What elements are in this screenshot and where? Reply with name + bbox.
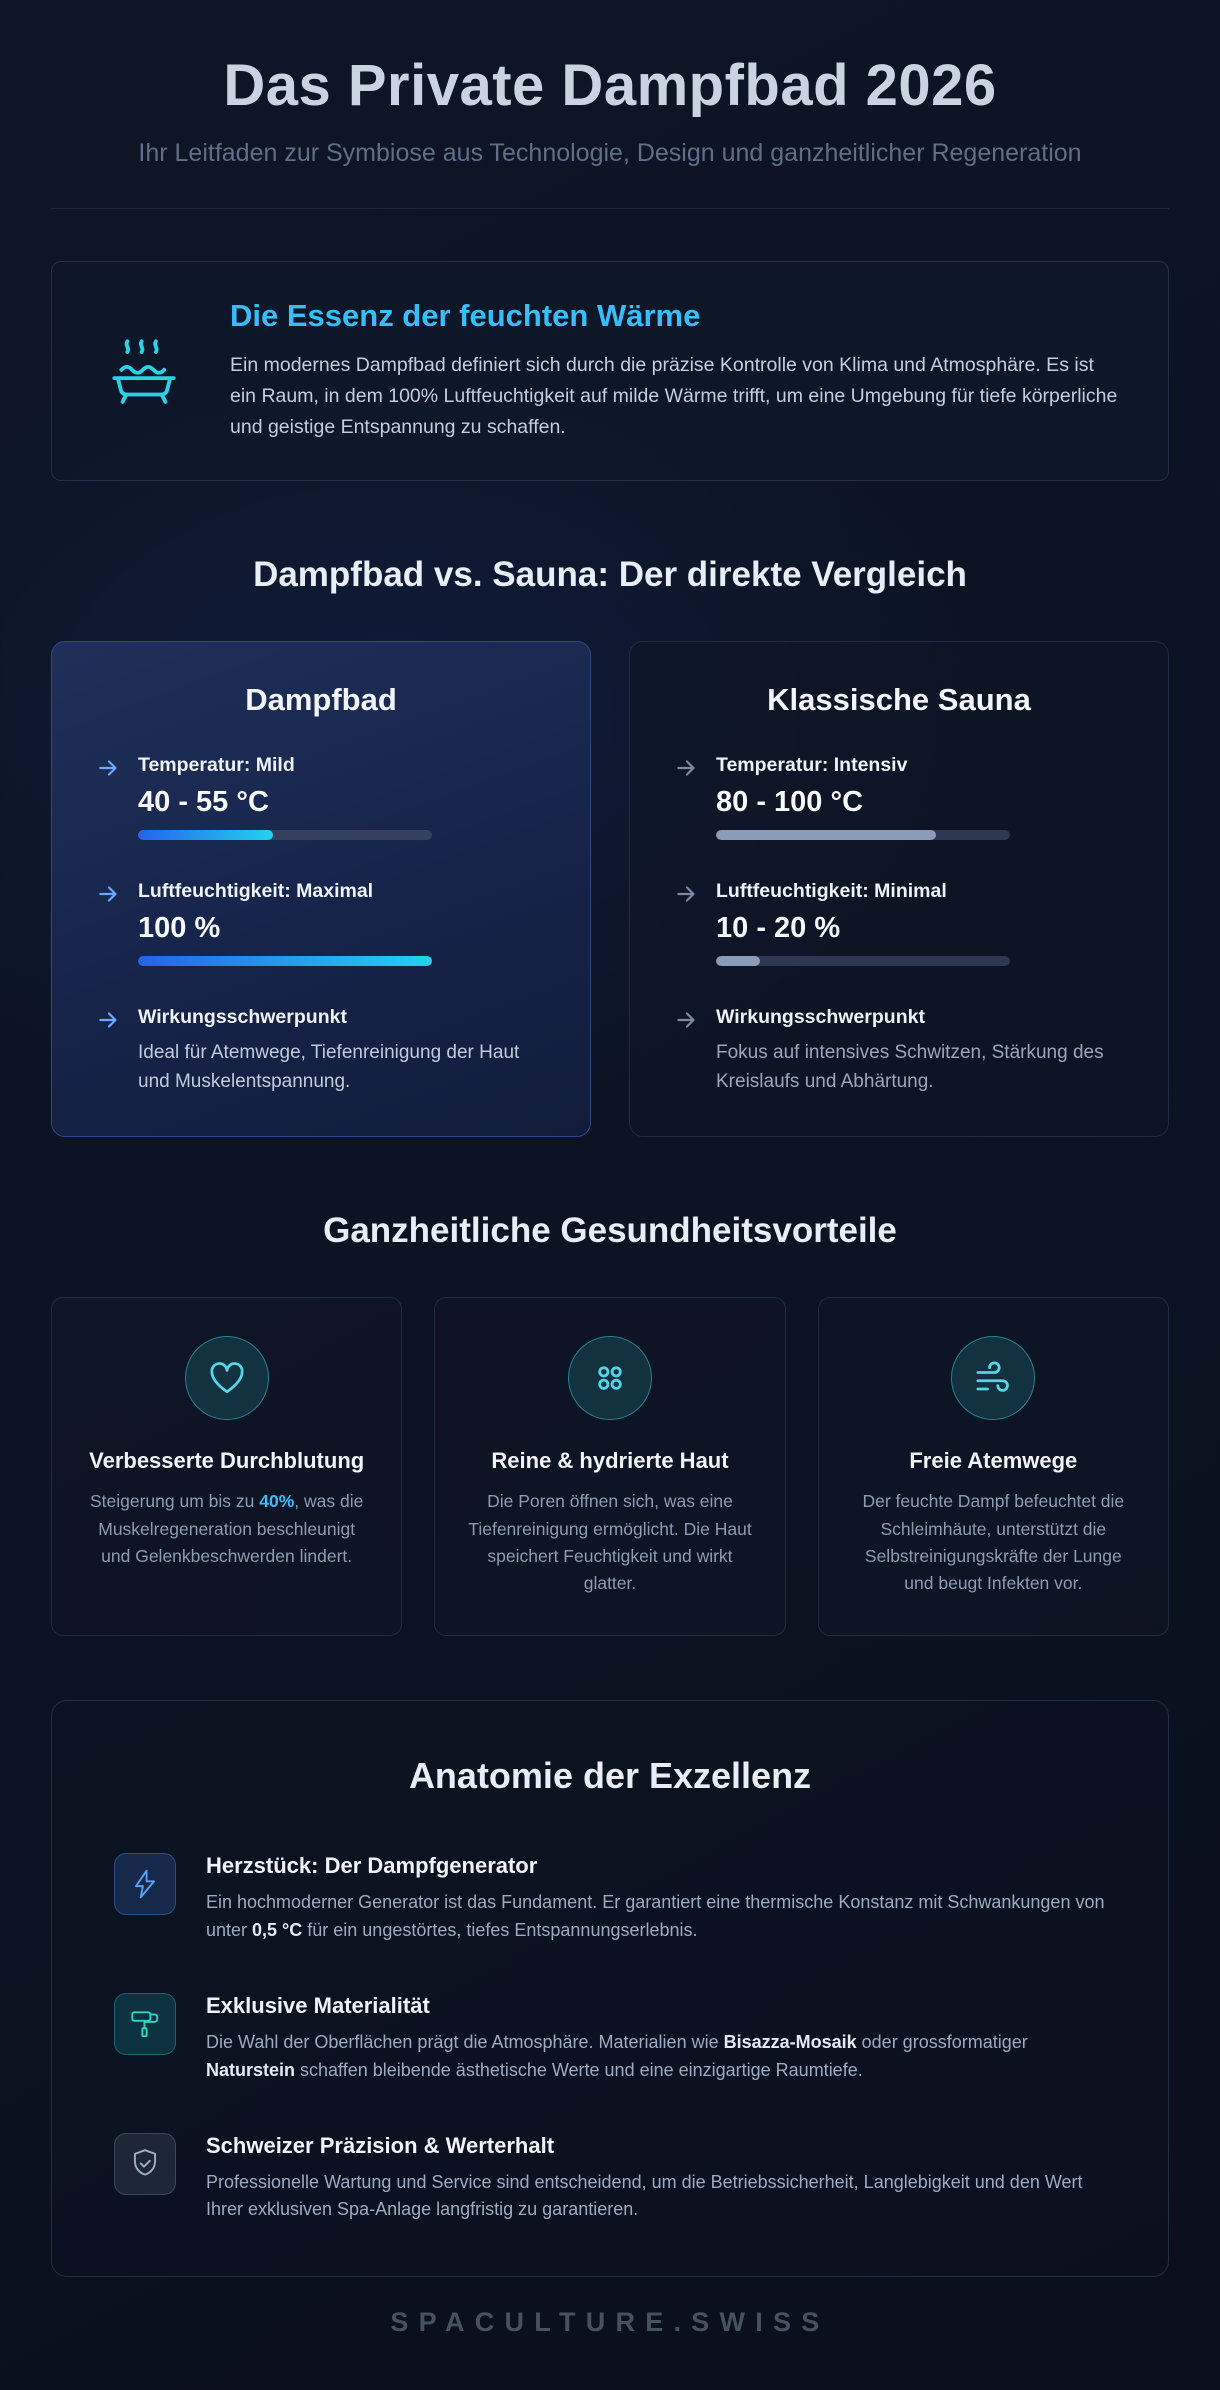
paint-roller-icon <box>114 1992 176 2055</box>
anatomy-item-service: Schweizer Präzision & Werterhalt Profess… <box>114 2132 1106 2225</box>
benefits-grid: Verbesserte Durchblutung Steigerung um b… <box>51 1297 1169 1636</box>
anatomy-item-title: Schweizer Präzision & Werterhalt <box>206 2132 555 2158</box>
humidity-label: Luftfeuchtigkeit: Minimal <box>716 879 947 902</box>
humidity-value: 100 % <box>138 911 221 944</box>
pores-icon <box>567 1336 652 1421</box>
intro-card: Die Essenz der feuchten Wärme Ein modern… <box>51 261 1169 481</box>
page-container: Das Private Dampfbad 2026 Ihr Leitfaden … <box>51 0 1169 2390</box>
page-subtitle: Ihr Leitfaden zur Symbiose aus Technolog… <box>138 139 1082 167</box>
header-divider <box>51 208 1169 209</box>
sauna-effect-row: Wirkungsschwerpunkt Fokus auf intensives… <box>674 1006 1124 1097</box>
arrow-right-icon <box>674 880 700 966</box>
humidity-bar <box>138 955 432 966</box>
dampfbad-effect-row: Wirkungsschwerpunkt Ideal für Atemwege, … <box>96 1006 546 1097</box>
anatomy-item-desc: Die Wahl der Oberflächen prägt die Atmos… <box>206 2031 1028 2080</box>
temperature-label: Temperatur: Mild <box>138 753 295 776</box>
arrow-right-icon <box>674 754 700 840</box>
dampfbad-temperature-row: Temperatur: Mild 40 - 55 °C <box>96 754 546 840</box>
comparison-grid: Dampfbad Temperatur: Mild 40 - 55 °C <box>51 640 1169 1138</box>
dampfbad-card-title: Dampfbad <box>245 681 397 717</box>
temperature-label: Temperatur: Intensiv <box>716 753 908 776</box>
sauna-temperature-row: Temperatur: Intensiv 80 - 100 °C <box>674 754 1124 840</box>
intro-heading: Die Essenz der feuchten Wärme <box>230 298 701 333</box>
anatomy-item-desc: Professionelle Wartung und Service sind … <box>206 2171 1083 2220</box>
benefit-title: Reine & hydrierte Haut <box>491 1448 729 1474</box>
benefit-card-breathing: Freie Atemwege Der feuchte Dampf befeuch… <box>817 1297 1169 1636</box>
bolt-icon <box>114 1852 176 1915</box>
benefit-desc: Die Poren öffnen sich, was eine Tiefenre… <box>468 1491 752 1593</box>
intro-content: Die Essenz der feuchten Wärme Ein modern… <box>230 298 1122 444</box>
footer-brand: SPACULTURE.SWISS <box>390 2307 830 2338</box>
heart-icon <box>184 1336 269 1421</box>
temperature-bar <box>716 829 1010 840</box>
breath-icon <box>951 1336 1036 1421</box>
humidity-value: 10 - 20 % <box>716 911 841 944</box>
benefit-desc: Steigerung um bis zu 40%, was die Muskel… <box>89 1491 364 1566</box>
dampfbad-card: Dampfbad Temperatur: Mild 40 - 55 °C <box>51 640 591 1138</box>
anatomy-item-generator: Herzstück: Der Dampfgenerator Ein hochmo… <box>114 1852 1106 1945</box>
effect-label: Wirkungsschwerpunkt <box>138 1005 347 1028</box>
temperature-bar-fill <box>138 829 274 840</box>
sauna-card: Klassische Sauna Temperatur: Intensiv 80… <box>629 640 1169 1138</box>
anatomy-item-title: Exklusive Materialität <box>206 1992 430 2018</box>
dampfbad-humidity-row: Luftfeuchtigkeit: Maximal 100 % <box>96 880 546 966</box>
sauna-card-title: Klassische Sauna <box>767 681 1031 717</box>
temperature-bar <box>138 829 432 840</box>
benefit-title: Verbesserte Durchblutung <box>89 1448 365 1474</box>
benefits-heading: Ganzheitliche Gesundheitsvorteile <box>323 1211 897 1251</box>
arrow-right-icon <box>96 1006 122 1097</box>
temperature-value: 80 - 100 °C <box>716 785 864 818</box>
effect-label: Wirkungsschwerpunkt <box>716 1005 925 1028</box>
anatomy-item-material: Exklusive Materialität Die Wahl der Ober… <box>114 1992 1106 2085</box>
anatomy-item-desc: Ein hochmoderner Generator ist das Funda… <box>206 1891 1105 1940</box>
anatomy-item-title: Herzstück: Der Dampfgenerator <box>206 1852 538 1878</box>
arrow-right-icon <box>674 1006 700 1097</box>
arrow-right-icon <box>96 754 122 840</box>
anatomy-heading: Anatomie der Exzellenz <box>408 1754 812 1796</box>
page-title: Das Private Dampfbad 2026 <box>223 53 997 118</box>
humidity-label: Luftfeuchtigkeit: Maximal <box>138 879 374 902</box>
effect-text: Ideal für Atemwege, Tiefenreinigung der … <box>138 1041 520 1092</box>
anatomy-card: Anatomie der Exzellenz Herzstück: Der Da… <box>51 1699 1169 2278</box>
temperature-value: 40 - 55 °C <box>138 785 269 818</box>
comparison-heading: Dampfbad vs. Sauna: Der direkte Vergleic… <box>253 554 967 594</box>
steam-bath-icon <box>98 333 190 409</box>
intro-body: Ein modernes Dampfbad definiert sich dur… <box>230 354 1118 439</box>
effect-text: Fokus auf intensives Schwitzen, Stärkung… <box>716 1041 1104 1092</box>
temperature-bar-fill <box>716 829 937 840</box>
humidity-bar-fill <box>716 955 761 966</box>
benefit-desc: Der feuchte Dampf befeuchtet die Schleim… <box>862 1491 1125 1593</box>
benefit-title: Freie Atemwege <box>909 1448 1078 1474</box>
humidity-bar-fill <box>138 955 432 966</box>
arrow-right-icon <box>96 880 122 966</box>
benefit-card-circulation: Verbesserte Durchblutung Steigerung um b… <box>51 1297 403 1636</box>
shield-check-icon <box>114 2132 176 2195</box>
benefit-card-skin: Reine & hydrierte Haut Die Poren öffnen … <box>434 1297 786 1636</box>
sauna-humidity-row: Luftfeuchtigkeit: Minimal 10 - 20 % <box>674 880 1124 966</box>
humidity-bar <box>716 955 1010 966</box>
